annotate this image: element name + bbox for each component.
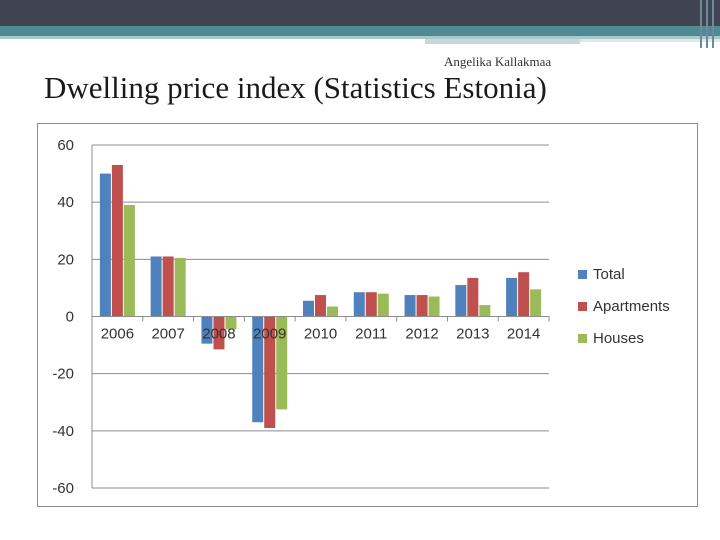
bar-apartments-2007: [162, 256, 174, 317]
bar-apartments-2008: [213, 316, 225, 350]
y-tick-label: 20: [57, 251, 74, 268]
bar-houses-2007: [174, 257, 186, 317]
bar-total-2011: [353, 292, 365, 317]
tick-labels: 60 40 20 0 -20 -40 -60 2006 2007 2008 2009 2010 2011…: [52, 137, 540, 497]
bar-total-2014: [506, 277, 518, 317]
x-tick-label: 2009: [253, 326, 286, 343]
bar-houses-2012: [428, 296, 440, 317]
y-tick-label: -20: [52, 366, 74, 383]
header-accent-bar: [425, 39, 580, 44]
y-tick-label: 60: [57, 137, 74, 154]
x-tick-label: 2012: [405, 326, 438, 343]
bar-apartments-2014: [518, 272, 530, 317]
y-tick-label: 0: [66, 309, 74, 326]
bar-houses-2014: [530, 289, 542, 317]
header-accent-line: [0, 36, 720, 39]
bar-houses-2010: [327, 306, 338, 317]
x-tick-label: 2008: [202, 326, 235, 343]
bar-houses-2006: [123, 205, 135, 317]
chart-frame: 60 40 20 0 -20 -40 -60 2006 2007 2008 2009 2010 2011…: [37, 123, 698, 507]
x-tick-label: 2010: [304, 326, 337, 343]
bar-total-2009: [252, 316, 264, 423]
bar-total-2012: [404, 295, 416, 317]
legend-swatch-apartments: [578, 302, 587, 311]
bar-total-2006: [99, 173, 111, 317]
bar-apartments-2011: [365, 292, 377, 317]
y-tick-label: -40: [52, 423, 74, 440]
y-tick-label: 40: [57, 194, 74, 211]
slide-title: Dwelling price index (Statistics Estonia…: [44, 70, 547, 105]
x-tick-label: 2006: [101, 326, 134, 343]
author-name: Angelika Kallakmaa: [444, 54, 552, 69]
legend-swatch-houses: [578, 334, 587, 343]
header-accent-band: [0, 26, 720, 36]
bar-apartments-2010: [315, 295, 326, 317]
legend-label-total: Total: [593, 266, 625, 283]
bar-total-2013: [455, 285, 467, 317]
bar-chart: 60 40 20 0 -20 -40 -60 2006 2007 2008 2009 2010 2011…: [52, 137, 670, 497]
bar-total-2008: [201, 316, 213, 344]
legend-swatch-total: [578, 270, 587, 279]
bar-total-2007: [150, 256, 162, 317]
legend-label-houses: Houses: [593, 330, 644, 347]
header-band: [0, 0, 720, 26]
legend-label-apartments: Apartments: [593, 298, 670, 315]
bar-apartments-2013: [467, 277, 479, 317]
legend: Total Apartments Houses: [578, 266, 670, 347]
x-tick-label: 2014: [507, 326, 540, 343]
bars: [92, 165, 549, 428]
header-accent-bar-thin: [580, 39, 720, 42]
bar-apartments-2012: [416, 295, 428, 317]
bar-houses-2011: [377, 293, 389, 317]
corner-decoration: [696, 0, 720, 48]
bar-houses-2009: [276, 316, 288, 410]
y-tick-label: -60: [52, 480, 74, 497]
bar-apartments-2006: [111, 165, 123, 317]
bar-houses-2008: [225, 316, 237, 330]
bar-apartments-2009: [264, 316, 276, 428]
bar-total-2010: [303, 300, 314, 317]
x-tick-label: 2007: [151, 326, 184, 343]
x-tick-label: 2013: [456, 326, 489, 343]
x-tick-label: 2011: [355, 326, 387, 343]
bar-houses-2013: [479, 305, 491, 317]
